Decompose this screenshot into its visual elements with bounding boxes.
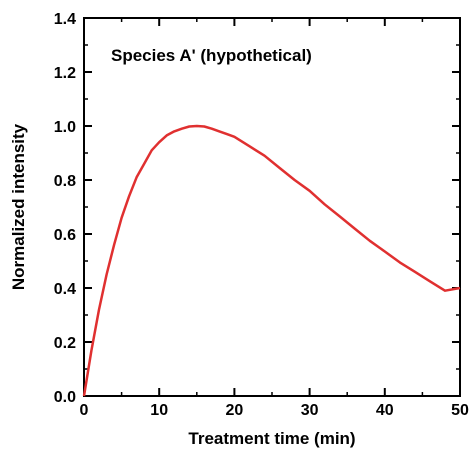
y-tick-label: 0.4 [54, 281, 76, 298]
y-tick-label: 0.2 [54, 335, 76, 352]
y-tick-label: 0.6 [54, 227, 76, 244]
x-axis-title: Treatment time (min) [188, 429, 355, 448]
y-axis-title: Normalized intensity [9, 123, 28, 290]
x-tick-label: 40 [376, 402, 394, 419]
x-tick-label: 50 [451, 402, 469, 419]
x-tick-label: 20 [226, 402, 244, 419]
x-tick-label: 0 [80, 402, 89, 419]
y-tick-label: 1.2 [54, 65, 76, 82]
plot-frame [83, 17, 461, 397]
series-line [82, 124, 461, 397]
y-tick-label: 1.0 [54, 119, 76, 136]
y-tick-label: 0.0 [54, 389, 76, 406]
series-layer [82, 124, 461, 397]
x-tick-label: 10 [150, 402, 168, 419]
x-tick-label: 30 [301, 402, 319, 419]
y-axis-ticks: 0.0 0.2 0.4 0.6 0.8 1.0 1.2 1.4 [54, 11, 460, 406]
y-tick-label: 1.4 [54, 11, 76, 28]
x-axis-ticks: 0 10 20 30 40 50 [80, 18, 469, 419]
chart-annotation: Species A' (hypothetical) [111, 46, 312, 65]
y-tick-label: 0.8 [54, 173, 76, 190]
plot-border [83, 17, 461, 397]
